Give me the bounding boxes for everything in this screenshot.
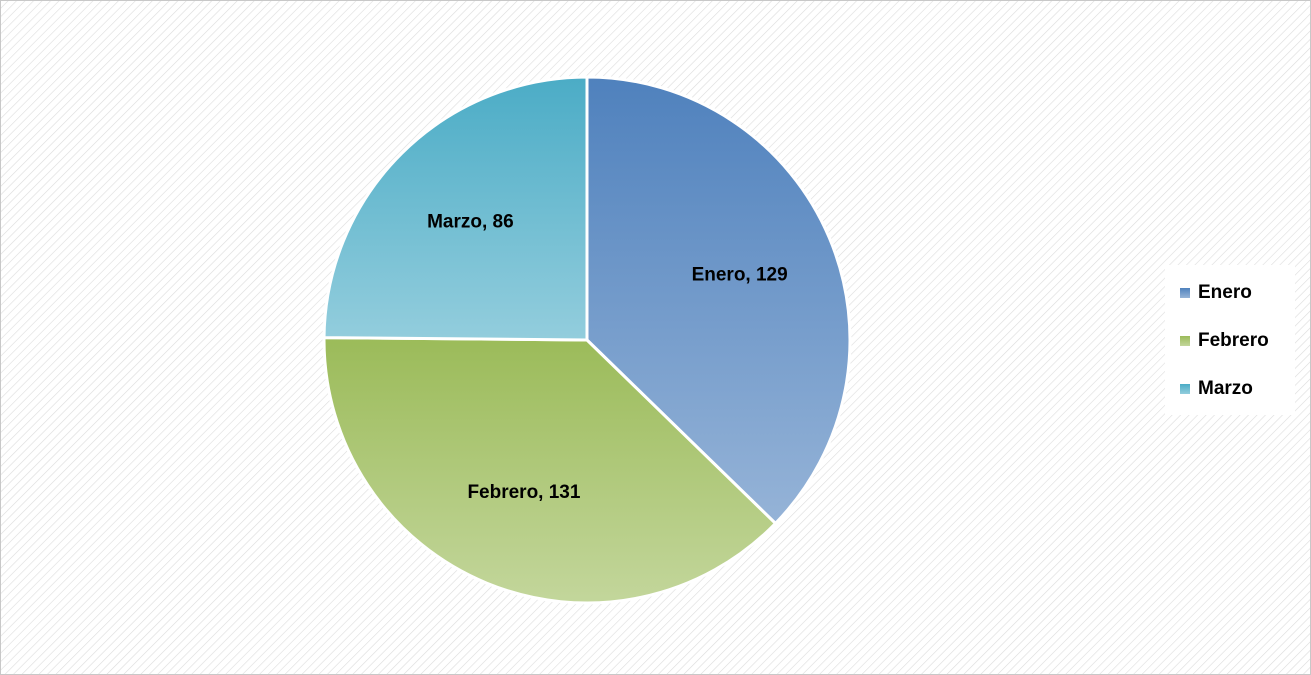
data-label: Marzo, 86 bbox=[427, 211, 514, 232]
legend-label: Febrero bbox=[1198, 330, 1269, 351]
legend-label: Marzo bbox=[1198, 378, 1253, 399]
pie-slice bbox=[322, 336, 778, 605]
pie-slice bbox=[585, 75, 852, 526]
data-label: Enero, 129 bbox=[692, 265, 788, 286]
legend-swatch bbox=[1180, 336, 1190, 346]
legend-swatch bbox=[1180, 384, 1190, 394]
legend-swatch bbox=[1180, 288, 1190, 298]
data-label: Febrero, 131 bbox=[467, 482, 580, 503]
pie-slice bbox=[322, 75, 589, 342]
legend-label: Enero bbox=[1198, 282, 1252, 303]
